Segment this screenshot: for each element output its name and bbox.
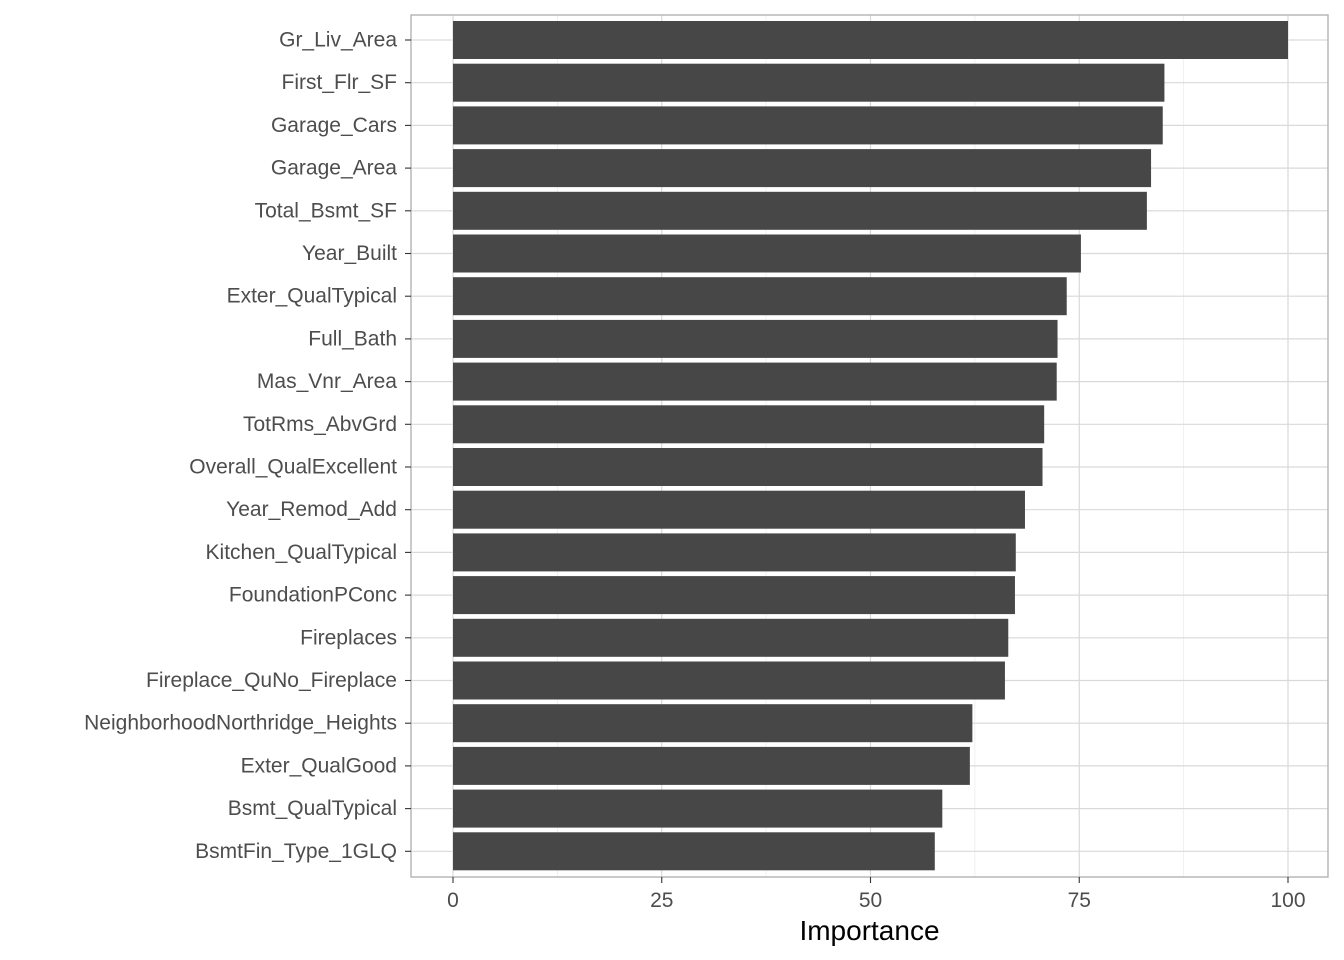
- bars: [453, 21, 1288, 871]
- x-tick-label: 50: [859, 889, 882, 912]
- y-tick-label: NeighborhoodNorthridge_Heights: [84, 712, 397, 735]
- bar: [453, 789, 943, 828]
- bar: [453, 405, 1045, 444]
- y-tick-label: TotRms_AbvGrd: [243, 413, 397, 436]
- x-axis-labels: 0 25 50 75 100: [447, 889, 1305, 912]
- y-axis-ticks: [405, 39, 411, 852]
- y-axis-labels: Gr_Liv_Area First_Flr_SF Garage_Cars Garage…: [84, 29, 397, 863]
- x-axis-title: Importance: [799, 915, 939, 946]
- y-tick-label: Fireplaces: [300, 626, 397, 649]
- y-tick-label: Gr_Liv_Area: [279, 29, 397, 52]
- y-tick-label: Exter_QualTypical: [227, 285, 397, 308]
- x-tick-label: 75: [1068, 889, 1091, 912]
- y-tick-label: Full_Bath: [308, 327, 397, 350]
- x-axis-ticks: [452, 877, 1289, 883]
- y-tick-label: FoundationPConc: [229, 584, 397, 607]
- y-tick-label: Exter_QualGood: [241, 754, 397, 777]
- y-tick-label: First_Flr_SF: [282, 71, 398, 94]
- bar: [453, 63, 1165, 102]
- bar: [453, 191, 1147, 230]
- y-tick-label: Total_Bsmt_SF: [255, 199, 397, 222]
- x-tick-label: 100: [1270, 889, 1305, 912]
- bar: [453, 618, 1009, 657]
- y-tick-label: Bsmt_QualTypical: [228, 797, 397, 820]
- bar: [453, 149, 1152, 188]
- bar: [453, 533, 1016, 572]
- y-tick-label: Garage_Area: [271, 157, 397, 180]
- bar: [453, 746, 970, 785]
- bar: [453, 490, 1025, 529]
- panel-border: [410, 14, 1329, 878]
- bar: [453, 362, 1057, 401]
- y-tick-label: Fireplace_QuNo_Fireplace: [146, 669, 397, 692]
- y-tick-label: Mas_Vnr_Area: [257, 370, 397, 393]
- y-tick-label: Year_Remod_Add: [226, 498, 397, 521]
- x-tick-label: 0: [447, 889, 459, 912]
- bar: [453, 234, 1081, 273]
- y-tick-label: Garage_Cars: [271, 114, 397, 137]
- bar: [453, 704, 973, 743]
- bar: [453, 21, 1288, 59]
- y-tick-label: BsmtFin_Type_1GLQ: [195, 840, 397, 863]
- y-tick-label: Year_Built: [302, 242, 397, 265]
- bar: [453, 448, 1043, 486]
- bar: [453, 661, 1005, 700]
- bar: [453, 277, 1067, 316]
- bar: [453, 319, 1058, 358]
- y-tick-label: Kitchen_QualTypical: [206, 541, 397, 564]
- x-tick-label: 25: [650, 889, 673, 912]
- bar: [453, 832, 935, 871]
- y-tick-label: Overall_QualExcellent: [189, 456, 397, 479]
- bar: [453, 576, 1015, 615]
- bar: [453, 106, 1163, 145]
